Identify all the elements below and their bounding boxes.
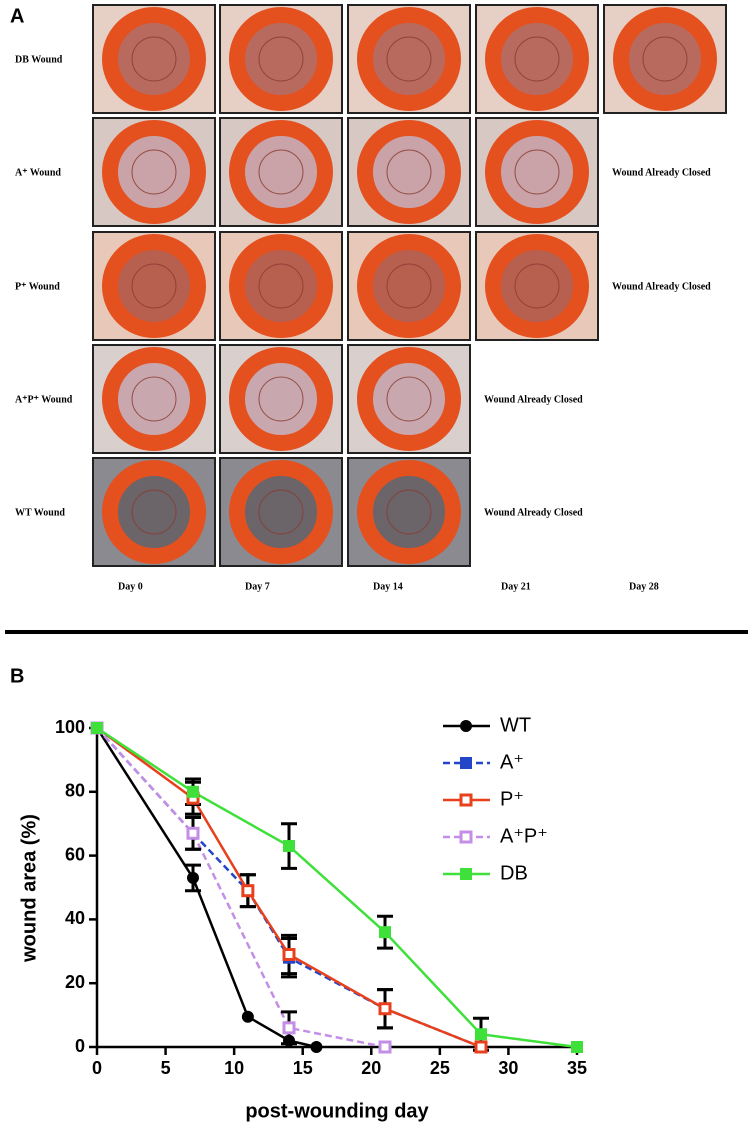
data-point <box>282 1021 296 1035</box>
data-point <box>187 785 199 798</box>
wound-bed <box>386 149 432 195</box>
y-tick-label: 80 <box>65 781 85 801</box>
data-point <box>91 722 103 734</box>
data-point <box>282 947 296 961</box>
wound-bed <box>514 36 560 82</box>
wound-bed <box>131 489 177 535</box>
y-axis-label: wound area (%) <box>18 814 40 963</box>
wound-bed <box>131 376 177 422</box>
wound-bed <box>386 36 432 82</box>
closed-note: Wound Already Closed <box>484 507 583 518</box>
y-tick-label: 100 <box>55 717 85 737</box>
wound-bed <box>514 149 560 195</box>
x-axis-label: post-wounding day <box>245 1100 429 1122</box>
wound-bed <box>386 489 432 535</box>
legend-marker <box>460 757 472 769</box>
data-point <box>283 840 295 853</box>
legend-label: A⁺ <box>500 751 524 773</box>
y-tick-label: 40 <box>65 908 85 928</box>
wound-bed <box>258 263 304 309</box>
data-point <box>283 1034 295 1047</box>
column-label: Day 7 <box>245 581 270 592</box>
data-point <box>310 1041 323 1053</box>
legend-marker <box>459 830 473 844</box>
row-label: WT Wound <box>15 507 65 518</box>
wound-bed <box>258 36 304 82</box>
wound-bed <box>386 263 432 309</box>
legend-marker <box>460 720 472 732</box>
x-tick-label: 15 <box>293 1058 313 1078</box>
series-line <box>96 726 482 1049</box>
data-point <box>474 1040 488 1054</box>
data-point <box>378 1040 392 1054</box>
legend-label: WT <box>500 714 531 736</box>
data-point <box>241 1010 254 1023</box>
series-line <box>95 727 317 1049</box>
closed-note: Wound Already Closed <box>484 394 583 405</box>
legend-label: P⁺ <box>500 788 524 810</box>
wound-bed <box>642 36 688 82</box>
data-point <box>378 1002 392 1016</box>
wound-bed <box>131 149 177 195</box>
x-tick-label: 0 <box>92 1058 102 1078</box>
legend-label: DB <box>500 862 528 884</box>
wound-bed <box>386 376 432 422</box>
legend-label: A⁺P⁺ <box>500 825 548 847</box>
column-label: Day 21 <box>501 581 531 592</box>
closed-note: Wound Already Closed <box>612 167 711 178</box>
data-point <box>571 1041 583 1053</box>
x-tick-label: 10 <box>224 1058 244 1078</box>
x-tick-label: 5 <box>161 1058 171 1078</box>
data-point <box>187 871 199 884</box>
series-line <box>96 727 386 1049</box>
column-label: Day 28 <box>629 581 659 592</box>
row-label: DB Wound <box>15 54 63 65</box>
panel-label: A <box>10 5 24 27</box>
wound-bed <box>258 149 304 195</box>
y-tick-label: 20 <box>65 972 85 992</box>
x-tick-label: 25 <box>430 1058 450 1078</box>
series-line <box>96 726 578 1049</box>
legend-marker <box>460 868 472 880</box>
data-point <box>241 884 255 898</box>
data-point <box>379 926 391 939</box>
wound-bed <box>131 36 177 82</box>
y-tick-label: 0 <box>75 1036 85 1056</box>
wound-bed <box>258 376 304 422</box>
column-label: Day 0 <box>118 581 143 592</box>
x-tick-label: 35 <box>567 1058 587 1078</box>
y-tick-label: 60 <box>65 844 85 864</box>
x-tick-label: 30 <box>498 1058 518 1078</box>
closed-note: Wound Already Closed <box>612 281 711 292</box>
data-point <box>475 1028 487 1041</box>
row-label: A⁺ Wound <box>15 167 61 178</box>
data-point <box>186 826 200 840</box>
series-line <box>96 727 482 1049</box>
x-tick-label: 20 <box>361 1058 381 1078</box>
row-label: A⁺P⁺ Wound <box>15 394 73 405</box>
wound-bed <box>514 263 560 309</box>
column-label: Day 14 <box>373 581 403 592</box>
row-label: P⁺ Wound <box>15 281 60 292</box>
wound-bed <box>131 263 177 309</box>
legend-marker <box>459 793 473 807</box>
wound-bed <box>258 489 304 535</box>
panel-label: B <box>10 665 24 687</box>
